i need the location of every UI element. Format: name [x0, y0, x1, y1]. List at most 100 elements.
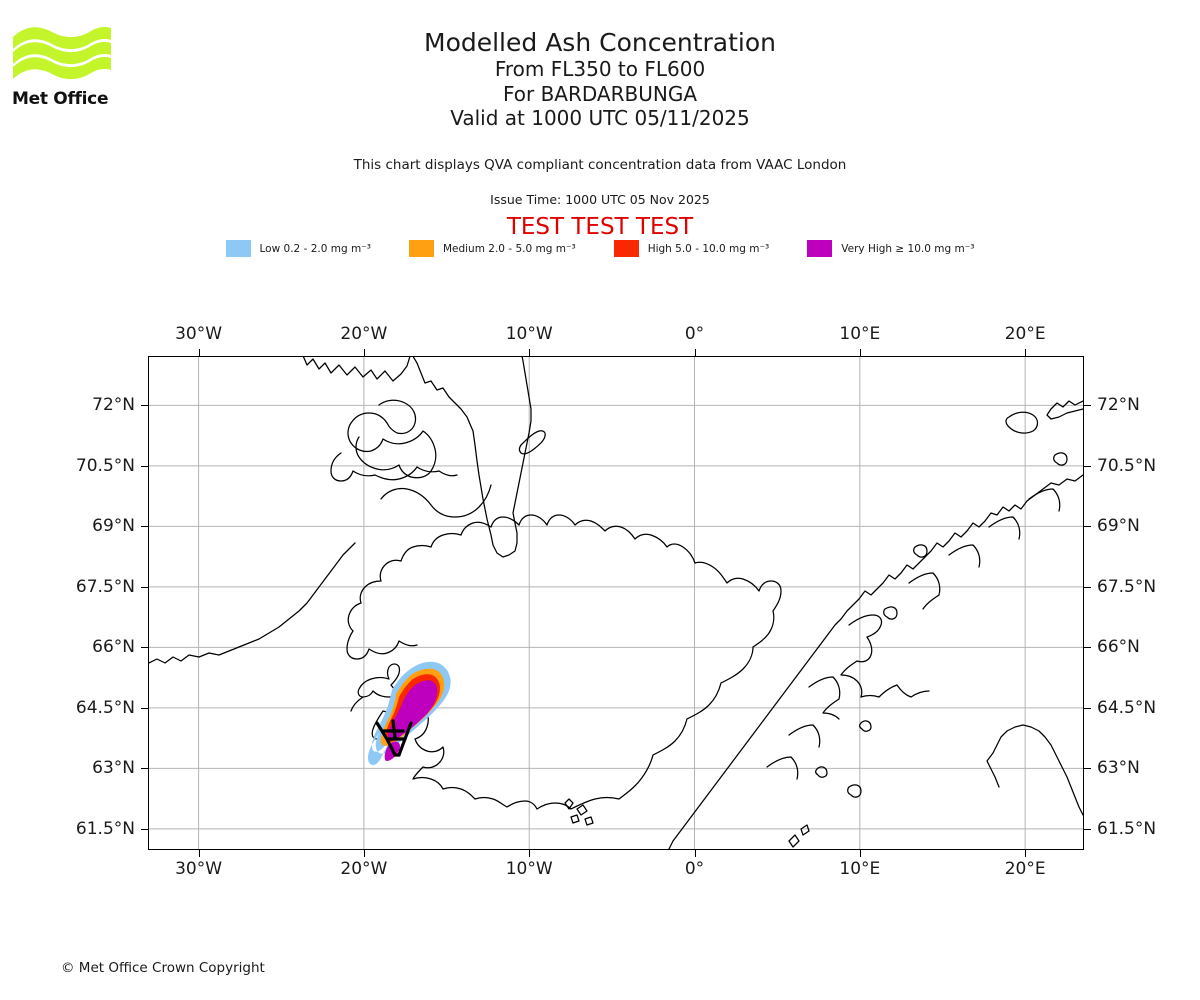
lon-tick-top: [859, 349, 861, 356]
lat-tick-left: [141, 465, 148, 467]
volcano-name-line: For BARDARBUNGA: [502, 81, 698, 106]
lat-label-right: 70.5°N: [1097, 455, 1157, 476]
legend-swatch-medium: [408, 240, 434, 257]
lon-label-top: 10°E: [839, 324, 881, 344]
lat-label-left: 61.5°N: [75, 818, 135, 839]
legend-label-medium: Medium 2.0 - 5.0 mg m⁻³: [442, 242, 576, 255]
map-plot-area: [148, 356, 1084, 850]
lat-tick-left: [141, 586, 148, 588]
lat-label-left: 69°N: [92, 516, 135, 537]
qva-compliance-note: This chart displays QVA compliant concen…: [353, 157, 847, 173]
coastline-shetland: [788, 824, 810, 848]
lat-tick-right: [1084, 707, 1091, 709]
issue-time: Issue Time: 1000 UTC 05 Nov 2025: [490, 192, 710, 207]
lat-tick-left: [141, 405, 148, 407]
met-office-waves-logo-icon: [13, 27, 111, 80]
coastline-southern-scandinavia: [986, 724, 1083, 816]
lat-tick-right: [1084, 768, 1091, 770]
lat-label-left: 67.5°N: [75, 576, 135, 597]
lon-tick-bottom: [694, 850, 696, 857]
lon-tick-top: [1025, 349, 1027, 356]
lat-tick-left: [141, 707, 148, 709]
lon-tick-top: [529, 349, 531, 356]
lat-tick-left: [141, 828, 148, 830]
lon-tick-bottom: [198, 850, 200, 857]
lat-tick-right: [1084, 465, 1091, 467]
map-gridlines: [149, 357, 1083, 849]
coastline-greenland-southwest: [149, 542, 356, 664]
met-office-wordmark: Met Office: [12, 89, 109, 109]
coastline-norway-islands: [815, 411, 1068, 798]
lon-label-top: 20°W: [340, 324, 388, 344]
lon-tick-bottom: [529, 850, 531, 857]
coastline-jan-mayen: [518, 430, 546, 455]
lat-tick-right: [1084, 586, 1091, 588]
lon-label-top: 30°W: [175, 324, 223, 344]
lon-tick-bottom: [1025, 850, 1027, 857]
lat-label-left: 64.5°N: [75, 697, 135, 718]
coastline-greenland: [302, 357, 532, 558]
legend-swatch-low: [225, 240, 251, 257]
coastline-greenland-south-inlet: [380, 484, 492, 518]
test-banner: TEST TEST TEST: [506, 214, 694, 240]
legend-swatch-very-high: [807, 240, 833, 257]
lat-label-right: 61.5°N: [1097, 818, 1157, 839]
coastline-greenland-fjords: [330, 399, 458, 482]
lon-label-top: 10°W: [505, 324, 553, 344]
legend-label-low: Low 0.2 - 2.0 mg m⁻³: [259, 242, 371, 255]
lon-label-bottom: 0°: [684, 859, 705, 879]
lat-label-left: 70.5°N: [75, 455, 135, 476]
lat-label-right: 69°N: [1097, 516, 1140, 537]
legend-label-very-high: Very High ≥ 10.0 mg m⁻³: [841, 242, 975, 255]
lon-tick-bottom: [363, 850, 365, 857]
lat-tick-right: [1084, 647, 1091, 649]
lon-label-top: 20°E: [1004, 324, 1046, 344]
valid-time-line: Valid at 1000 UTC 05/11/2025: [450, 106, 750, 130]
page-title: Modelled Ash Concentration: [424, 28, 776, 57]
lon-tick-top: [363, 349, 365, 356]
flight-level-range: From FL350 to FL600: [494, 57, 706, 81]
lat-label-left: 63°N: [92, 758, 135, 779]
chart-title-block: Modelled Ash Concentration From FL350 to…: [0, 28, 1200, 131]
legend-item-low: Low 0.2 - 2.0 mg m⁻³: [225, 240, 371, 257]
lat-tick-left: [141, 647, 148, 649]
legend-label-high: High 5.0 - 10.0 mg m⁻³: [647, 242, 770, 255]
ash-contour-very-high: [384, 680, 438, 761]
lat-tick-left: [141, 768, 148, 770]
lon-label-bottom: 20°E: [1004, 859, 1046, 879]
coastline-iceland: [346, 514, 782, 810]
lat-tick-left: [141, 526, 148, 528]
lat-label-right: 72°N: [1097, 395, 1140, 416]
legend-item-medium: Medium 2.0 - 5.0 mg m⁻³: [408, 240, 576, 257]
lat-tick-right: [1084, 405, 1091, 407]
coastline-faroe-islands: [564, 798, 594, 826]
coastlines: [149, 357, 1083, 849]
lat-label-right: 66°N: [1097, 637, 1140, 658]
coastline-norway: [668, 474, 1083, 849]
coastline-northeast-landmass: [1046, 400, 1083, 420]
concentration-legend: Low 0.2 - 2.0 mg m⁻³ Medium 2.0 - 5.0 mg…: [0, 240, 1200, 257]
ash-concentration-map: 30°W 30°W 20°W 20°W 10°W 10°W 0° 0° 10°E 10°E 20°E…: [76, 324, 1156, 879]
lat-label-right: 64.5°N: [1097, 697, 1157, 718]
copyright-notice: © Met Office Crown Copyright: [61, 960, 265, 976]
lon-label-top: 0°: [684, 324, 705, 344]
volcano-icon: [375, 719, 413, 757]
lon-label-bottom: 10°E: [839, 859, 881, 879]
lon-label-bottom: 20°W: [340, 859, 388, 879]
lat-label-left: 72°N: [92, 395, 135, 416]
map-canvas: [149, 357, 1083, 849]
legend-item-high: High 5.0 - 10.0 mg m⁻³: [613, 240, 770, 257]
lat-label-left: 66°N: [92, 637, 135, 658]
lon-label-bottom: 30°W: [175, 859, 223, 879]
coastline-norway-fjords: [766, 488, 1061, 780]
met-office-logo: Met Office: [12, 22, 122, 112]
lat-tick-right: [1084, 526, 1091, 528]
lon-tick-bottom: [859, 850, 861, 857]
legend-item-very-high: Very High ≥ 10.0 mg m⁻³: [807, 240, 974, 257]
legend-swatch-high: [613, 240, 639, 257]
lat-label-right: 67.5°N: [1097, 576, 1157, 597]
lon-tick-top: [694, 349, 696, 356]
lon-label-bottom: 10°W: [505, 859, 553, 879]
lat-label-right: 63°N: [1097, 758, 1140, 779]
lon-tick-top: [198, 349, 200, 356]
